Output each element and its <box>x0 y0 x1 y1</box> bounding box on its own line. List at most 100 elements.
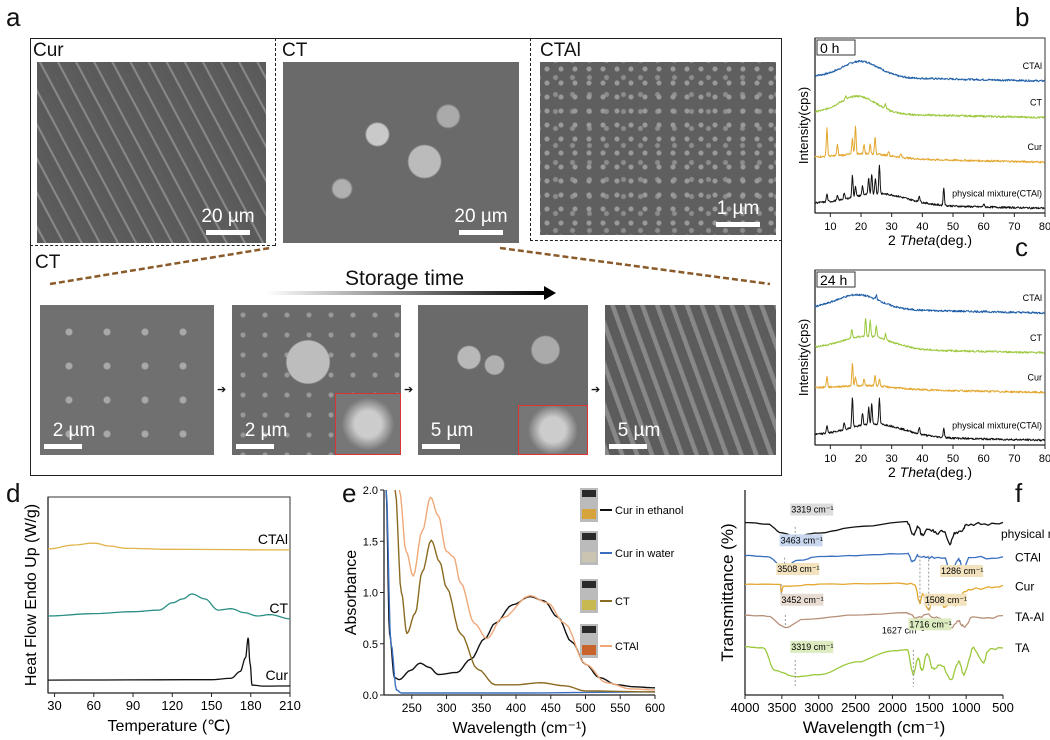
xrd-series-physical-mixture-ctal- <box>814 164 1045 210</box>
arrow-icon: ➔ <box>404 384 414 396</box>
x-tick-label: 40 <box>916 453 928 465</box>
sem-label-ct-storage: CT <box>35 252 61 273</box>
x-tick-label: 20 <box>855 221 867 233</box>
x-axis-label: Wavelength (cm⁻¹) <box>452 720 586 737</box>
x-axis-label: 2 Theta(deg.) <box>888 464 972 480</box>
arrow-icon: ➔ <box>217 384 227 396</box>
x-tick-label: 10 <box>824 221 836 233</box>
peak-annotation: 3319 cm⁻¹ <box>791 505 833 515</box>
divider <box>30 245 275 246</box>
peak-annotation: 1286 cm⁻¹ <box>941 566 983 576</box>
scale-bar-label: 5 µm <box>430 420 474 441</box>
peak-annotation-bg <box>779 534 823 547</box>
x-tick-label: 500 <box>992 700 1014 715</box>
peak-annotation: 3508 cm⁻¹ <box>777 564 819 574</box>
series-label: Cur <box>1027 142 1042 152</box>
xrd-chart-c: 10 20 30 40 50 60 70 80 CTAl CT Cur physical mixtur… <box>796 269 1050 480</box>
peak-annotation-bg <box>908 618 952 631</box>
xrd-series-ct <box>814 94 1045 119</box>
series-label: physical mixture <box>1001 527 1050 541</box>
x-tick-label: 350 <box>471 701 491 715</box>
y-tick-label: 1.5 <box>363 536 378 548</box>
x-tick-label: 90 <box>126 698 140 713</box>
series-label: CTAl <box>1023 61 1042 71</box>
series-label: Cur <box>1015 579 1034 593</box>
x-tick-label: 210 <box>279 698 301 713</box>
time-badge-label: 24 h <box>820 272 847 288</box>
uv-series-cur-in-water <box>385 489 656 694</box>
uv-series-ctal <box>398 489 656 691</box>
x-tick-label: 50 <box>947 221 959 233</box>
zoom-guide-lines <box>49 246 771 300</box>
x-tick-label: 60 <box>978 221 990 233</box>
series-label: CT <box>1030 333 1042 343</box>
y-tick-label: 0.0 <box>363 690 378 702</box>
x-tick-label: 30 <box>886 221 898 233</box>
x-tick-label: 60 <box>87 698 101 713</box>
x-tick-label: 3000 <box>804 700 833 715</box>
divider <box>530 38 531 241</box>
y-tick-label: 2.0 <box>363 485 378 497</box>
x-tick-label: 180 <box>240 698 262 713</box>
panel-label-c: c <box>1015 232 1028 262</box>
x-tick-label: 1500 <box>915 700 944 715</box>
ftir-series-ta-al <box>744 612 1004 629</box>
peak-annotation-bg <box>923 593 967 606</box>
peak-annotation: 3319 cm⁻¹ <box>791 642 833 652</box>
plot-frame <box>814 37 1046 214</box>
ftir-series-ta <box>745 646 1004 681</box>
sem-image-ctal: 1 µm <box>540 62 776 235</box>
peak-annotation: 3452 cm⁻¹ <box>781 595 823 605</box>
series-label: physical mixture(CTAl) <box>952 420 1042 430</box>
ftir-chart: 4000 3500 3000 2500 2000 1500 1000 500 physical … <box>718 490 1050 737</box>
series-label: TA-Al <box>1015 610 1044 624</box>
x-axis-label: Temperature (℃) <box>108 718 231 735</box>
x-tick-label: 300 <box>437 701 457 715</box>
panel-label-b: b <box>1015 2 1030 32</box>
series-label: physical mixture(CTAl) <box>952 188 1042 198</box>
divider <box>530 240 782 241</box>
sem-image-storage-4: 5 µm <box>605 305 776 455</box>
series-label: TA <box>1015 641 1029 655</box>
x-tick-label: 3500 <box>767 700 796 715</box>
panel-label-d: d <box>6 478 21 508</box>
uv-chart: 250 300 350 400 450 500 550 600 0.0 0.5 1.0 1.5 2.0 C… <box>343 485 684 737</box>
y-axis-label: Transmittance (%) <box>718 523 737 661</box>
arrow-icon: ➔ <box>591 384 601 396</box>
x-tick-label: 30 <box>886 453 898 465</box>
xrd-series-cur <box>814 363 1045 394</box>
storage-time-label: Storage time <box>345 267 465 290</box>
uv-series-cur-in-ethanol <box>385 489 656 689</box>
legend-label: CT <box>615 596 630 608</box>
plot-frame <box>745 490 1003 695</box>
x-tick-label: 450 <box>541 701 561 715</box>
peak-annotation-bg <box>790 503 834 516</box>
peak-annotation: 1716 cm⁻¹ <box>909 619 951 629</box>
peak-annotation: 3463 cm⁻¹ <box>781 535 823 545</box>
scale-bar-label: 20 µm <box>454 206 508 227</box>
series-label: CTAl <box>1023 293 1042 303</box>
y-tick-label: 0.5 <box>363 639 378 651</box>
scale-bar-label: 2 µm <box>52 420 96 441</box>
x-tick-label: 120 <box>161 698 183 713</box>
panel-label-f: f <box>1015 478 1023 508</box>
peak-annotation-bg <box>776 563 820 575</box>
panel-label-a: a <box>6 2 21 32</box>
x-tick-label: 550 <box>610 701 630 715</box>
legend-label: Cur in water <box>615 548 675 560</box>
x-tick-label: 40 <box>916 221 928 233</box>
dsc-series-cur <box>47 637 291 687</box>
xrd-series-ctal <box>814 293 1045 315</box>
panel-a-frame <box>30 38 782 476</box>
time-badge-label: 0 h <box>820 40 839 56</box>
series-label: CT <box>1030 98 1042 108</box>
sem-image-storage-1: 2 µm <box>40 305 214 455</box>
plot-frame <box>47 496 291 694</box>
x-tick-label: 30 <box>47 698 61 713</box>
x-tick-label: 80 <box>1039 221 1050 233</box>
xrd-chart-b: 10 20 30 40 50 60 70 80 CTAl CT Cur physical mixtur… <box>796 37 1050 248</box>
x-tick-label: 150 <box>201 698 223 713</box>
legend-label: Cur in ethanol <box>615 505 684 517</box>
x-tick-label: 1000 <box>952 700 981 715</box>
